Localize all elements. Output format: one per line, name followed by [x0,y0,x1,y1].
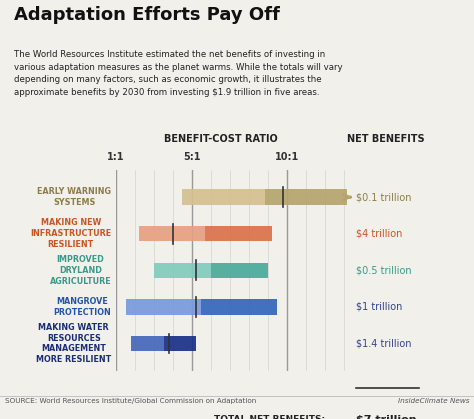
Bar [164,336,196,351]
Text: MANGROVE
PROTECTION: MANGROVE PROTECTION [54,297,111,317]
Text: MAKING NEW
INFRASTRUCTURE
RESILIENT: MAKING NEW INFRASTRUCTURE RESILIENT [30,218,111,249]
Bar [211,263,268,278]
Text: $1 trillion: $1 trillion [356,302,402,312]
Bar [182,189,265,205]
Text: $7 trillion: $7 trillion [356,415,417,419]
Text: $0.1 trillion: $0.1 trillion [356,192,411,202]
Bar [154,263,211,278]
Bar [205,226,272,241]
Text: NET BENEFITS: NET BENEFITS [347,134,425,144]
Text: IMPROVED
DRYLAND
AGRICULTURE: IMPROVED DRYLAND AGRICULTURE [50,255,111,285]
Bar [139,226,205,241]
Text: $0.5 trillion: $0.5 trillion [356,265,411,275]
Text: The World Resources Institute estimated the net benefits of investing in
various: The World Resources Institute estimated … [14,50,343,97]
Text: EARLY WARNING
SYSTEMS: EARLY WARNING SYSTEMS [37,187,111,207]
Bar [201,299,277,315]
Text: $1.4 trillion: $1.4 trillion [356,339,411,348]
Bar [131,336,164,351]
Text: BENEFIT-COST RATIO: BENEFIT-COST RATIO [164,134,277,144]
Text: InsideClimate News: InsideClimate News [398,398,469,404]
Text: MAKING WATER
RESOURCES
MANAGEMENT
MORE RESILIENT: MAKING WATER RESOURCES MANAGEMENT MORE R… [36,323,111,364]
Text: SOURCE: World Resources Institute/Global Commission on Adaptation: SOURCE: World Resources Institute/Global… [5,398,256,404]
Text: Adaptation Efforts Pay Off: Adaptation Efforts Pay Off [14,6,280,24]
Bar [265,189,347,205]
Text: TOTAL NET BENEFITS:: TOTAL NET BENEFITS: [214,415,325,419]
Text: $4 trillion: $4 trillion [356,229,402,239]
Bar [126,299,201,315]
